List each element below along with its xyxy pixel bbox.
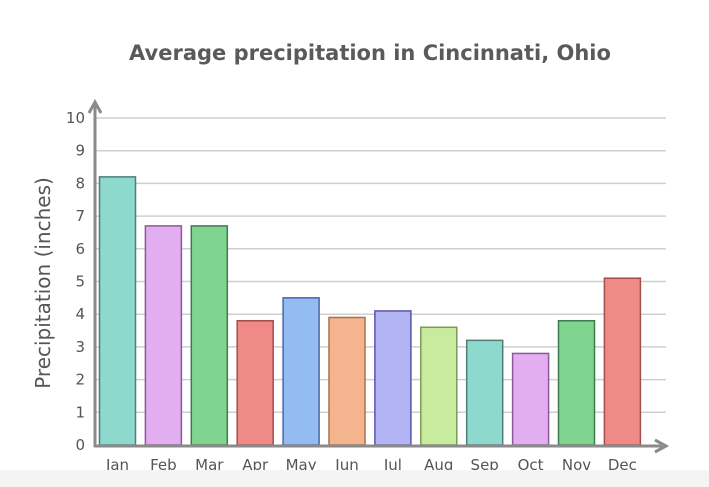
bar-jul bbox=[374, 310, 412, 446]
x-tick-label: Oct bbox=[518, 456, 544, 474]
bar-dec bbox=[603, 277, 642, 446]
bar-jan bbox=[98, 176, 137, 446]
y-tick-label: 8 bbox=[75, 174, 85, 192]
y-tick-label: 6 bbox=[75, 240, 85, 258]
x-tick-label: Sep bbox=[471, 456, 499, 474]
y-tick-label: 2 bbox=[75, 371, 85, 389]
y-tick-label: 9 bbox=[75, 142, 85, 160]
x-tick-labels: Jan Feb Mar Apr May Jun Jul Aug Sep Oct Nov Dec bbox=[105, 456, 637, 474]
bar-feb bbox=[144, 225, 183, 446]
y-tick-label: 4 bbox=[75, 305, 85, 323]
bar-jun bbox=[328, 316, 366, 446]
x-tick-label: Apr bbox=[242, 456, 269, 474]
y-tick-label: 3 bbox=[75, 338, 85, 356]
x-tick-label: Feb bbox=[150, 456, 177, 474]
bar-apr bbox=[236, 319, 274, 446]
bottom-strip bbox=[0, 470, 709, 487]
bar-sep bbox=[465, 339, 504, 446]
x-tick-label: Aug bbox=[424, 456, 453, 474]
chart-title: Average precipitation in Cincinnati, Ohi… bbox=[129, 41, 611, 65]
x-tick-label: Jun bbox=[334, 456, 358, 474]
y-tick-label: 1 bbox=[75, 403, 85, 421]
bar-mar bbox=[190, 225, 229, 446]
y-axis-label: Precipitation (inches) bbox=[31, 177, 55, 389]
bar-oct bbox=[511, 352, 550, 446]
x-tick-label: Jan bbox=[105, 456, 129, 474]
bar-aug bbox=[420, 326, 458, 446]
x-tick-label: Mar bbox=[195, 456, 224, 474]
x-tick-label: Nov bbox=[562, 456, 591, 474]
y-tick-label: 5 bbox=[75, 273, 85, 291]
x-tick-label: May bbox=[286, 456, 317, 474]
y-tick-label: 7 bbox=[75, 207, 85, 225]
x-tick-label: Jul bbox=[383, 456, 402, 474]
bars bbox=[98, 176, 642, 446]
x-axis-arrow-icon bbox=[654, 438, 670, 454]
y-tick-labels: 0 1 2 3 4 5 6 7 8 9 10 bbox=[66, 109, 85, 454]
y-tick-label: 10 bbox=[66, 109, 85, 127]
bar-may bbox=[282, 297, 320, 446]
axes bbox=[87, 98, 670, 454]
bar-nov bbox=[557, 319, 596, 446]
y-tick-label: 0 bbox=[75, 436, 85, 454]
x-tick-label: Dec bbox=[608, 456, 637, 474]
y-axis-arrow-icon bbox=[87, 98, 103, 114]
